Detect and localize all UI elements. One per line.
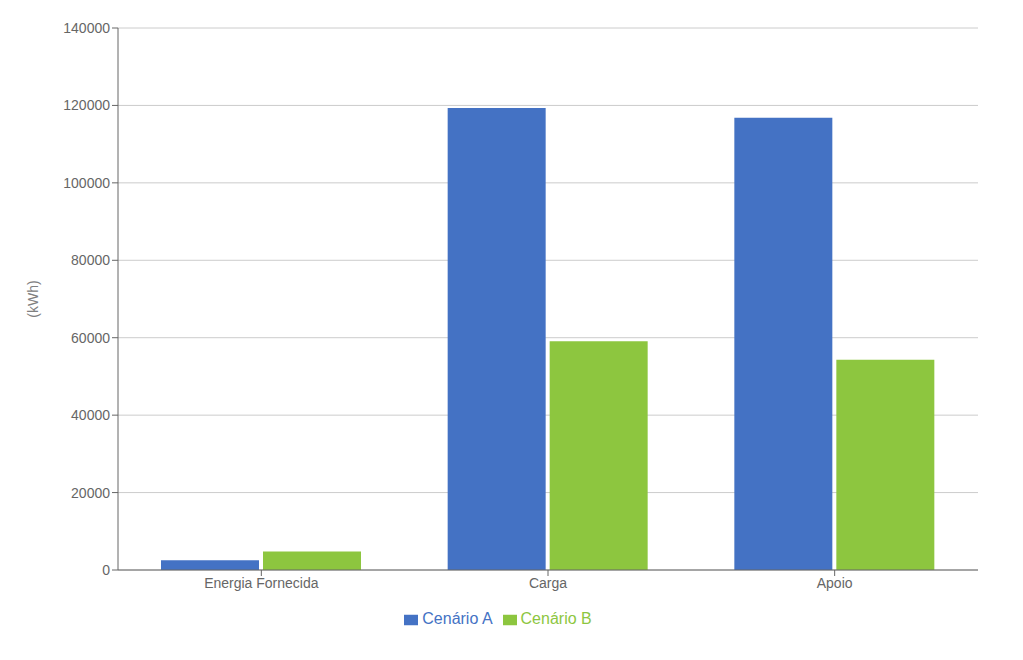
svg-text:20000: 20000 (71, 485, 110, 501)
svg-text:40000: 40000 (71, 407, 110, 423)
svg-text:60000: 60000 (71, 330, 110, 346)
svg-text:(kWh): (kWh) (25, 280, 41, 317)
svg-text:Apoio: Apoio (817, 575, 853, 591)
html-text:Cenário B: Cenário B (520, 610, 592, 627)
svg-text:0: 0 (102, 562, 110, 578)
svg-text:120000: 120000 (63, 97, 110, 113)
svg-text:100000: 100000 (63, 175, 110, 191)
svg-text:80000: 80000 (71, 252, 110, 268)
svg-text:140000: 140000 (63, 20, 110, 36)
svg-text:Carga: Carga (529, 575, 567, 591)
html-text:Cenário A: Cenário A (422, 610, 493, 627)
svg-text:Energia Fornecida: Energia Fornecida (204, 575, 319, 591)
